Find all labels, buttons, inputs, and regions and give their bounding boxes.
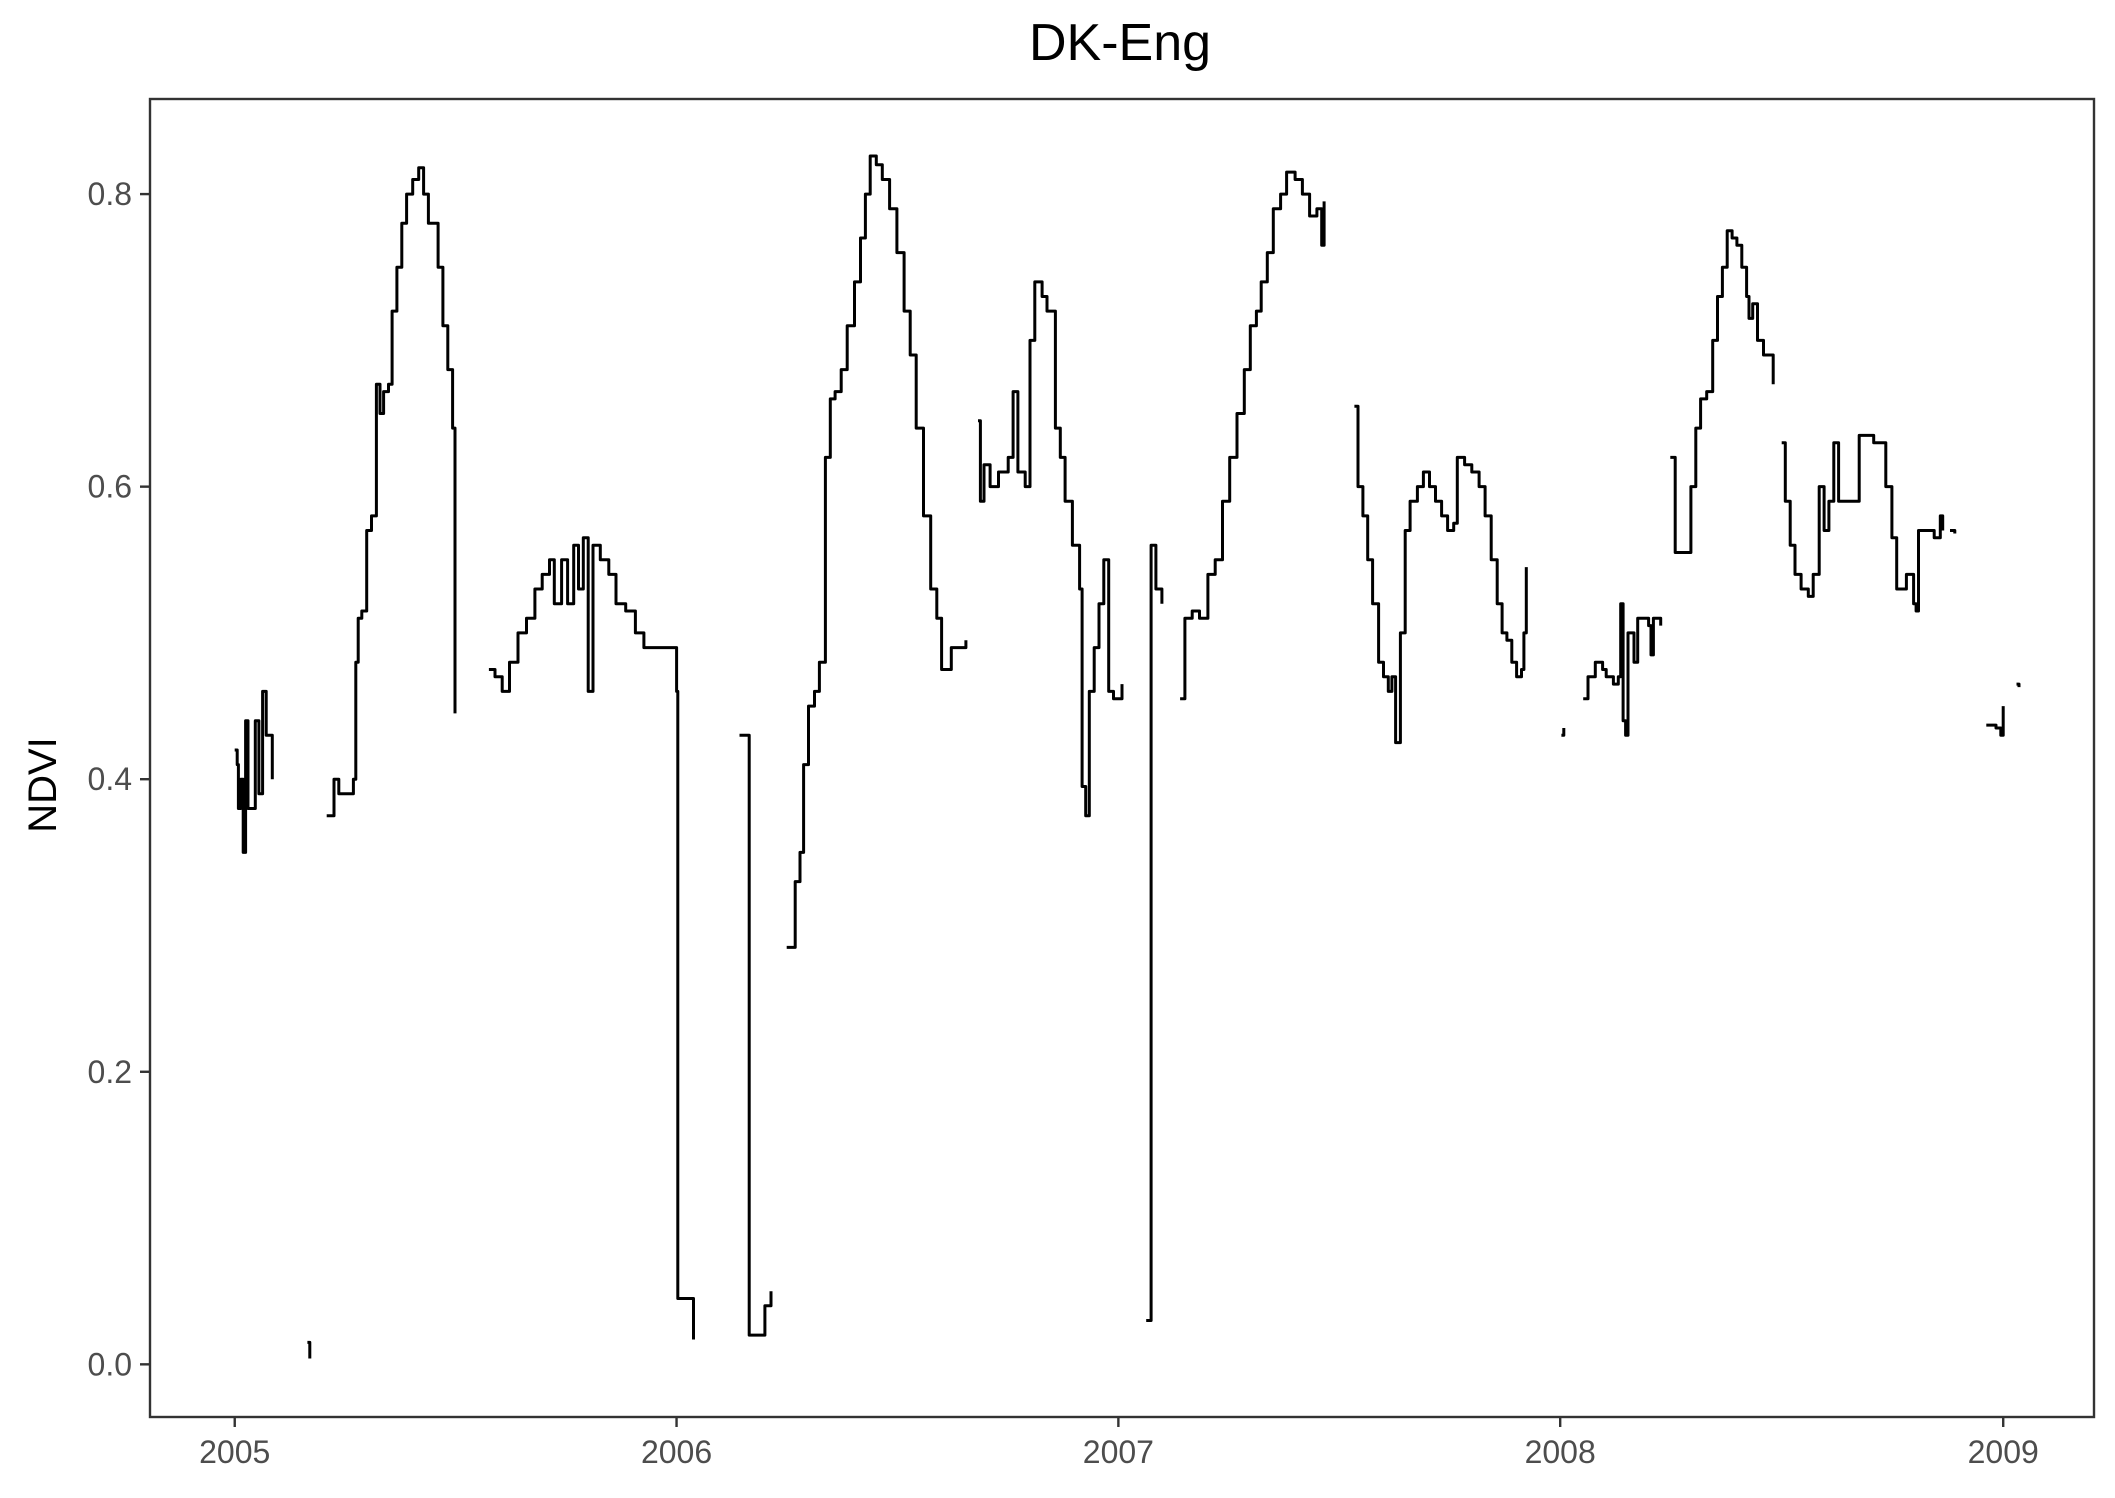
ndvi-line-segment <box>1670 229 1775 554</box>
ndvi-line-segment <box>234 689 274 854</box>
chart-title: DK-Eng <box>1029 14 1211 72</box>
x-tick-label: 2008 <box>1525 1434 1596 1470</box>
ndvi-line-segment <box>786 154 968 949</box>
x-axis: 2005 2006 2007 2008 2009 <box>199 1417 2039 1470</box>
x-tick-label: 2009 <box>1968 1434 2039 1470</box>
ndvi-line-segment <box>2016 682 2021 688</box>
ndvi-line-segment <box>1561 728 1566 737</box>
y-tick-label: 0.2 <box>88 1054 132 1090</box>
ndvi-line-segment <box>1180 170 1326 701</box>
x-tick-label: 2007 <box>1083 1434 1154 1470</box>
y-tick-label: 0.8 <box>88 176 132 212</box>
ndvi-line-segment <box>1146 543 1164 1322</box>
plot-panel-border <box>148 97 2096 1419</box>
ndvi-line-segment <box>307 1340 312 1359</box>
ndvi-line-segment <box>739 733 773 1337</box>
y-tick-label: 0.4 <box>88 761 132 797</box>
y-tick-label: 0.0 <box>88 1346 132 1382</box>
ndvi-line-segment <box>1583 602 1663 737</box>
x-tick-label: 2006 <box>641 1434 712 1470</box>
ndvi-line-segment <box>488 536 695 1340</box>
ndvi-line-segment <box>1986 706 2005 737</box>
y-axis-title: NDVI <box>21 737 65 833</box>
ndvi-line-segment <box>1354 404 1528 745</box>
x-tick-label: 2005 <box>199 1434 270 1470</box>
ndvi-line-segment <box>1950 529 1957 534</box>
ndvi-line-segment <box>1781 433 1945 613</box>
ndvi-line-segment <box>326 166 457 818</box>
y-tick-label: 0.6 <box>88 469 132 505</box>
ndvi-line-segment <box>978 280 1124 818</box>
plot-area <box>234 154 2021 1359</box>
y-axis: 0.0 0.2 0.4 0.6 0.8 <box>88 176 150 1382</box>
